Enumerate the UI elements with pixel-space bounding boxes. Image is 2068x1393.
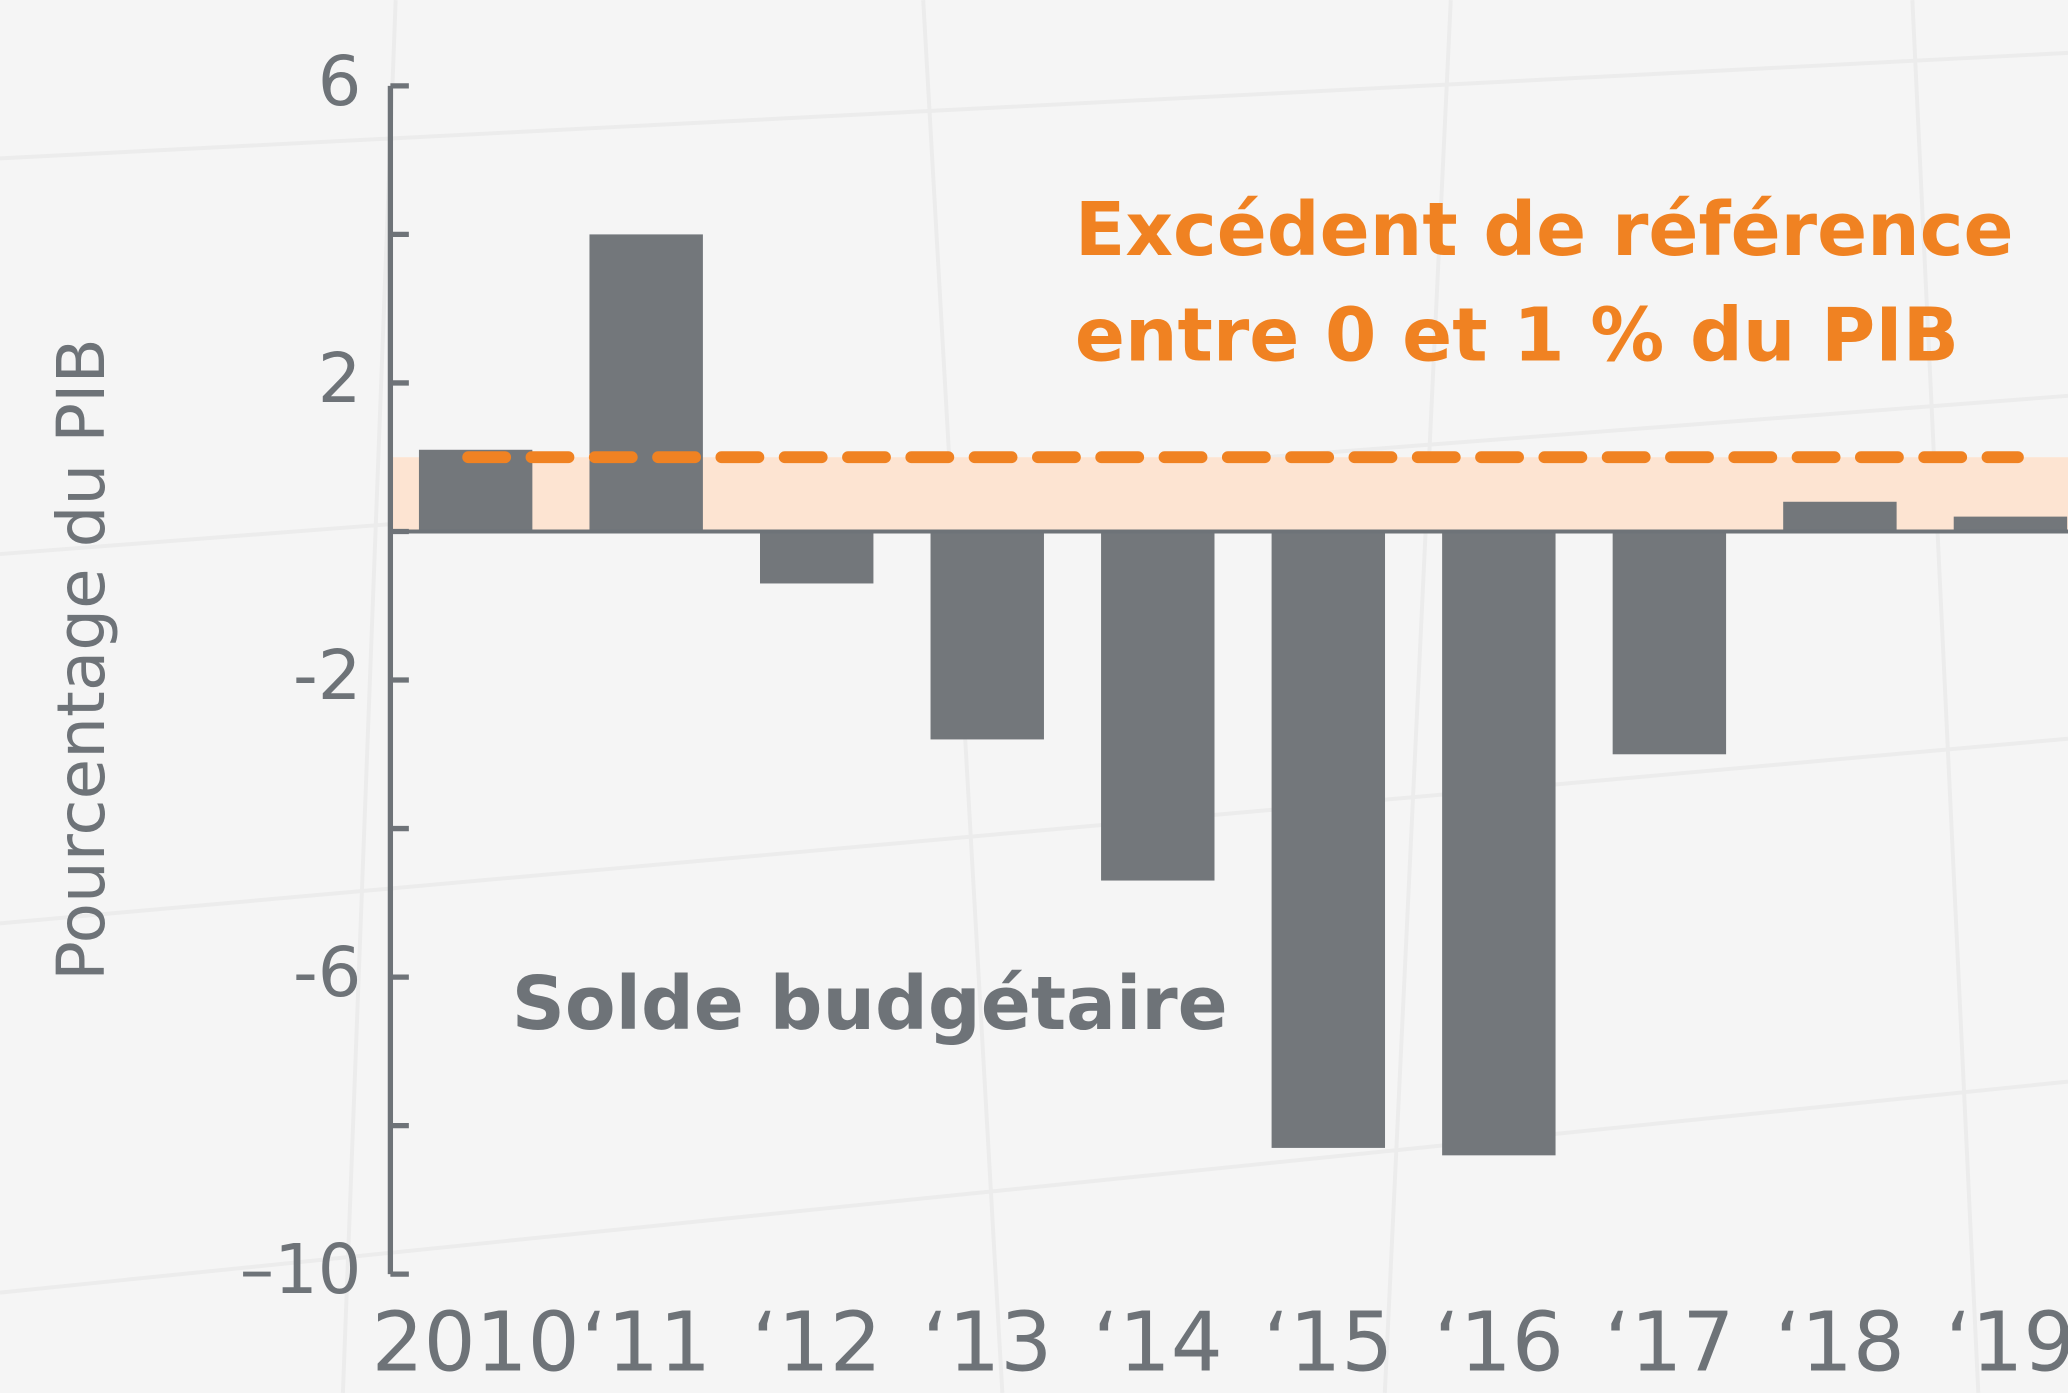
y-axis-label: Pourcentage du PIB [43,338,120,981]
x-tick-label: ‘16 [1434,1295,1564,1390]
annotation: entre 0 et 1 % du PIB [1075,292,1959,378]
annotation: Solde budgétaire [512,961,1228,1047]
y-tick-label: 6 [318,42,362,122]
bar [1271,531,1386,1148]
bar [1612,531,1727,755]
x-tick-label: ‘13 [922,1295,1052,1390]
bar [1953,516,2068,532]
bar [930,531,1044,740]
x-tick-label: ‘14 [1093,1295,1223,1390]
bar [418,449,533,532]
bar [589,234,703,532]
y-tick-label: –10 [240,1230,362,1310]
bar [1101,531,1215,881]
x-tick-label: ‘11 [581,1295,711,1390]
bar [760,531,874,584]
x-tick-label: 2010 [372,1295,580,1390]
x-tick-label: ‘15 [1263,1295,1393,1390]
y-tick-label: 2 [318,339,362,419]
annotation: Excédent de référence [1075,187,2014,273]
y-tick-label: -2 [293,636,361,716]
x-tick-label: ‘19 [1945,1295,2068,1390]
x-tick-label: ‘18 [1775,1295,1905,1390]
bar [1783,501,1897,532]
x-tick-label: ‘12 [752,1295,882,1390]
y-tick-label: -6 [293,933,361,1013]
x-tick-label: ‘17 [1604,1295,1734,1390]
bar [1442,531,1556,1156]
